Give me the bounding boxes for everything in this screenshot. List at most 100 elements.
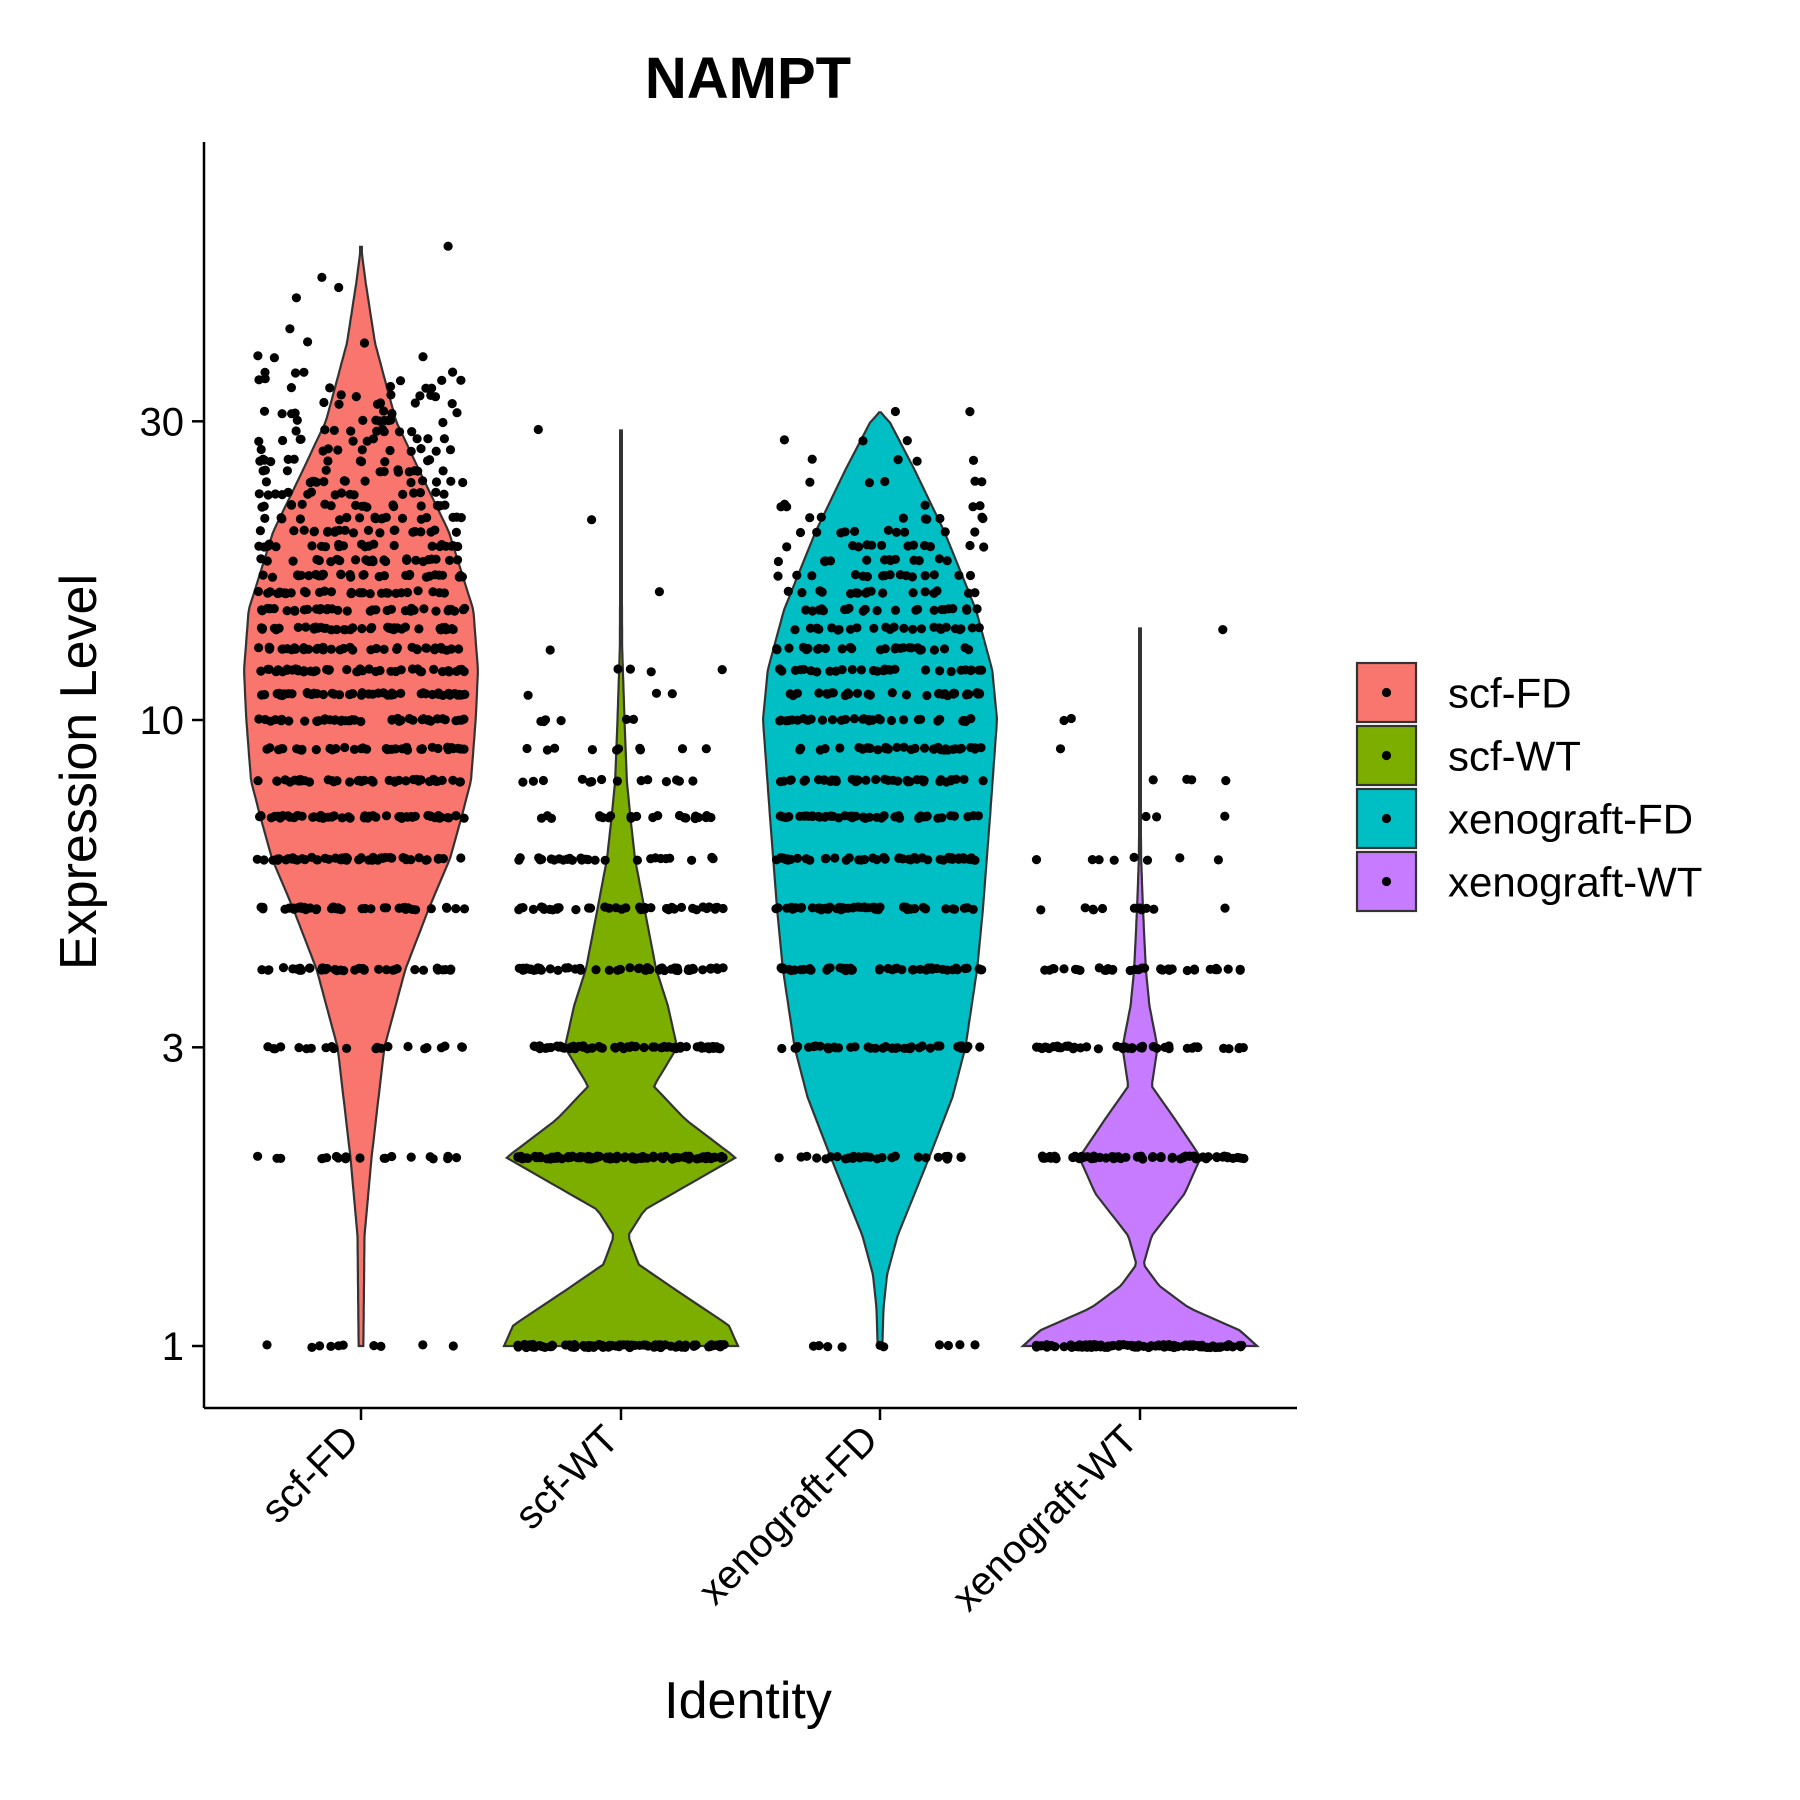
data-point xyxy=(878,1043,888,1053)
data-point xyxy=(1093,1044,1103,1054)
data-point xyxy=(968,455,979,465)
data-point xyxy=(377,588,387,598)
data-point xyxy=(775,664,785,674)
data-point xyxy=(669,904,680,914)
data-point xyxy=(451,811,461,821)
data-point xyxy=(973,811,984,821)
data-point xyxy=(959,774,969,785)
data-point xyxy=(383,622,393,632)
data-point xyxy=(844,689,854,699)
data-point xyxy=(369,1341,379,1351)
data-point xyxy=(902,436,912,446)
data-point xyxy=(712,1042,722,1052)
data-point xyxy=(955,625,965,635)
data-point xyxy=(1114,1340,1124,1350)
data-point xyxy=(435,812,445,822)
data-point xyxy=(320,425,330,435)
data-point xyxy=(446,476,456,486)
data-point xyxy=(965,540,975,551)
data-point xyxy=(451,527,461,537)
data-point xyxy=(568,1041,579,1051)
data-point xyxy=(566,1152,576,1162)
data-point xyxy=(587,515,597,525)
data-point xyxy=(832,1152,842,1162)
data-point xyxy=(371,812,381,822)
data-point xyxy=(254,643,264,653)
data-point xyxy=(921,904,931,914)
data-point xyxy=(632,811,642,822)
data-point xyxy=(1132,1152,1142,1162)
data-point xyxy=(358,588,368,598)
data-point xyxy=(445,555,455,566)
data-point xyxy=(895,813,905,823)
data-point xyxy=(632,855,643,865)
data-point xyxy=(372,399,383,409)
data-point xyxy=(878,588,888,598)
data-point xyxy=(825,963,835,973)
data-point xyxy=(1066,1340,1076,1350)
data-point xyxy=(1080,903,1090,913)
legend-key-point xyxy=(1381,876,1392,887)
data-point xyxy=(807,454,817,464)
data-point xyxy=(395,376,406,386)
data-point xyxy=(386,390,396,400)
data-point xyxy=(938,855,949,865)
data-point xyxy=(1167,1152,1177,1162)
data-point xyxy=(288,964,298,974)
data-point xyxy=(290,368,301,378)
data-point xyxy=(702,811,712,821)
data-point xyxy=(342,606,352,616)
data-point xyxy=(332,776,342,786)
data-point xyxy=(808,1041,819,1052)
data-point xyxy=(816,512,826,522)
data-point xyxy=(677,1342,687,1352)
violin-group-scf-WT xyxy=(502,424,740,1353)
data-point xyxy=(361,555,371,565)
data-point xyxy=(277,714,287,725)
data-point xyxy=(880,664,890,674)
data-point xyxy=(877,1152,887,1163)
data-point xyxy=(286,588,296,598)
data-point xyxy=(929,744,939,754)
data-point xyxy=(402,742,412,752)
legend-label: xenograft-FD xyxy=(1448,796,1693,843)
data-point xyxy=(676,902,687,913)
data-point xyxy=(621,714,632,725)
data-point xyxy=(350,965,360,975)
data-point xyxy=(456,571,466,581)
data-point xyxy=(630,1042,640,1052)
data-point xyxy=(836,528,846,538)
data-point xyxy=(454,644,464,654)
data-point xyxy=(394,427,405,437)
data-point xyxy=(275,690,285,700)
data-point xyxy=(777,1043,787,1054)
data-point xyxy=(851,588,861,598)
data-point xyxy=(795,527,806,538)
data-point xyxy=(1147,1152,1158,1162)
data-point xyxy=(861,775,871,785)
data-point xyxy=(635,963,645,973)
data-point xyxy=(909,852,920,863)
data-point xyxy=(901,571,911,581)
data-point xyxy=(414,624,424,634)
data-point xyxy=(368,777,378,787)
data-point xyxy=(1192,1042,1202,1052)
legend: scf-FD scf-WT xenograft-FD xenograft-WT xyxy=(1355,661,1702,913)
data-point xyxy=(254,489,264,499)
data-point xyxy=(379,644,389,655)
data-point xyxy=(812,1153,822,1163)
data-point xyxy=(297,811,307,821)
data-point xyxy=(916,624,927,634)
data-point xyxy=(377,424,388,434)
data-point xyxy=(1188,1341,1198,1351)
data-point xyxy=(886,715,897,726)
data-point xyxy=(970,588,980,598)
data-point xyxy=(819,775,829,785)
data-point xyxy=(852,688,863,698)
data-point xyxy=(296,434,306,444)
data-point xyxy=(456,375,466,385)
data-point xyxy=(910,904,920,914)
data-point xyxy=(940,527,950,537)
data-point xyxy=(604,965,615,975)
data-point xyxy=(410,811,420,821)
